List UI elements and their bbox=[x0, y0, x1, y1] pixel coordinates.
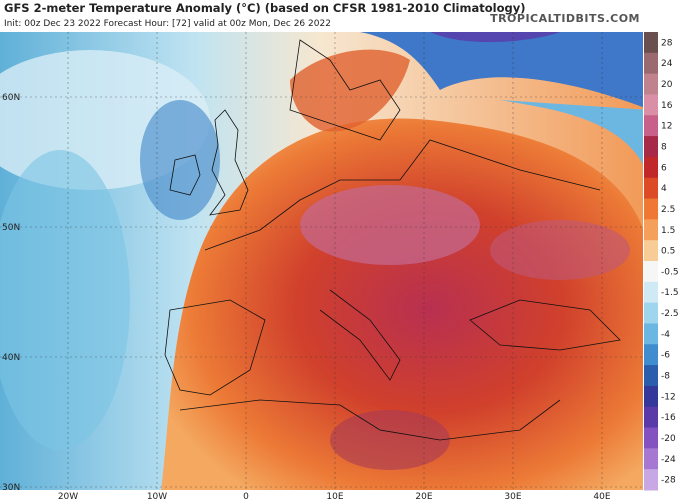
colorbar-label: -1.5 bbox=[661, 288, 679, 298]
colorbar-swatch bbox=[644, 427, 658, 449]
colorbar-label: -24 bbox=[661, 455, 676, 465]
coastline bbox=[469, 299, 621, 351]
colorbar-swatch bbox=[644, 219, 658, 241]
coastline bbox=[169, 154, 201, 196]
colorbar-label: -0.5 bbox=[661, 267, 679, 277]
map bbox=[0, 32, 643, 490]
lat-label: 40N bbox=[2, 353, 20, 363]
colorbar-label: -28 bbox=[661, 476, 676, 486]
colorbar-label: 0.5 bbox=[661, 247, 675, 257]
lat-label: 30N bbox=[2, 483, 20, 493]
brand: TROPICALTIDBITS.COM bbox=[490, 12, 640, 25]
colorbar-label: 12 bbox=[661, 122, 672, 132]
lon-label: 20W bbox=[58, 492, 78, 502]
colorbar-swatch bbox=[644, 448, 658, 470]
lat-label: 60N bbox=[2, 93, 20, 103]
colorbar-label: 2.5 bbox=[661, 205, 675, 215]
cool-region bbox=[140, 100, 220, 220]
title: GFS 2-meter Temperature Anomaly (°C) (ba… bbox=[4, 1, 525, 15]
colorbar-label: 6 bbox=[661, 163, 667, 173]
colorbar-swatch bbox=[644, 156, 658, 179]
coastline bbox=[179, 399, 561, 441]
colorbar-label: -12 bbox=[661, 392, 676, 402]
colorbar-swatch bbox=[644, 240, 658, 262]
warm-core bbox=[300, 185, 480, 265]
colorbar-swatch bbox=[644, 365, 658, 387]
colorbar-swatch bbox=[644, 261, 658, 283]
lon-label: 20E bbox=[415, 492, 432, 502]
coastline bbox=[204, 139, 601, 251]
colorbar-swatch bbox=[644, 406, 658, 429]
colorbar-label: 24 bbox=[661, 59, 673, 69]
colorbar-swatch bbox=[644, 136, 658, 158]
colorbar-swatch bbox=[644, 94, 658, 116]
warm-core bbox=[330, 410, 450, 470]
colorbar-swatch bbox=[644, 323, 658, 345]
colorbar-label: 1.5 bbox=[661, 226, 675, 236]
coastline bbox=[164, 299, 266, 396]
colorbar-swatch bbox=[644, 52, 658, 75]
cool-region bbox=[0, 150, 130, 450]
cold-region bbox=[500, 100, 643, 165]
colorbar-label: 20 bbox=[661, 80, 673, 90]
colorbar-swatch bbox=[644, 344, 658, 366]
colorbar-swatch bbox=[644, 177, 658, 200]
colorbar-label: -2.5 bbox=[661, 309, 679, 319]
coastline bbox=[319, 289, 401, 381]
lon-labels: 20W 10W 0 10E 20E 30E 40E bbox=[58, 492, 611, 502]
colorbar-swatch bbox=[644, 115, 658, 137]
warm-region bbox=[161, 118, 643, 490]
colorbar-swatch bbox=[644, 281, 658, 304]
colorbar-swatch bbox=[644, 385, 658, 408]
colorbar-label: 4 bbox=[661, 184, 667, 194]
colorbar-swatch bbox=[644, 469, 658, 491]
coastline bbox=[209, 109, 249, 216]
coastline bbox=[289, 39, 401, 141]
scandinavia bbox=[290, 49, 410, 132]
colorbar-label: -4 bbox=[661, 330, 670, 340]
lat-label: 50N bbox=[2, 223, 20, 233]
colorbar: 28 24 20 16 12 8 6 4 2.5 1.5 0.5 -0.5 -1.5 -2.5 -4 -6 -8… bbox=[644, 32, 679, 491]
colorbar-swatch bbox=[644, 198, 658, 220]
graticule bbox=[0, 32, 643, 490]
lat-labels: 60N 50N 40N 30N bbox=[2, 93, 20, 493]
colorbar-swatch bbox=[644, 73, 658, 95]
colorbar-swatch bbox=[644, 32, 658, 54]
warm-core bbox=[490, 220, 630, 280]
cold-region bbox=[360, 32, 643, 108]
lon-label: 0 bbox=[243, 492, 249, 502]
lon-label: 10W bbox=[147, 492, 167, 502]
colorbar-label: -20 bbox=[661, 434, 676, 444]
colorbar-label: 8 bbox=[661, 143, 667, 153]
lon-label: 30E bbox=[504, 492, 521, 502]
colorbar-label: -8 bbox=[661, 372, 670, 382]
lon-label: 10E bbox=[326, 492, 343, 502]
colorbar-label: 16 bbox=[661, 101, 673, 111]
cold-core bbox=[430, 32, 560, 43]
colorbar-label: 28 bbox=[661, 38, 673, 48]
subtitle: Init: 00z Dec 23 2022 Forecast Hour: [72… bbox=[4, 19, 331, 29]
lon-label: 40E bbox=[593, 492, 610, 502]
colorbar-swatch bbox=[644, 302, 658, 324]
colorbar-label: -16 bbox=[661, 413, 676, 423]
colorbar-label: -6 bbox=[661, 351, 670, 361]
